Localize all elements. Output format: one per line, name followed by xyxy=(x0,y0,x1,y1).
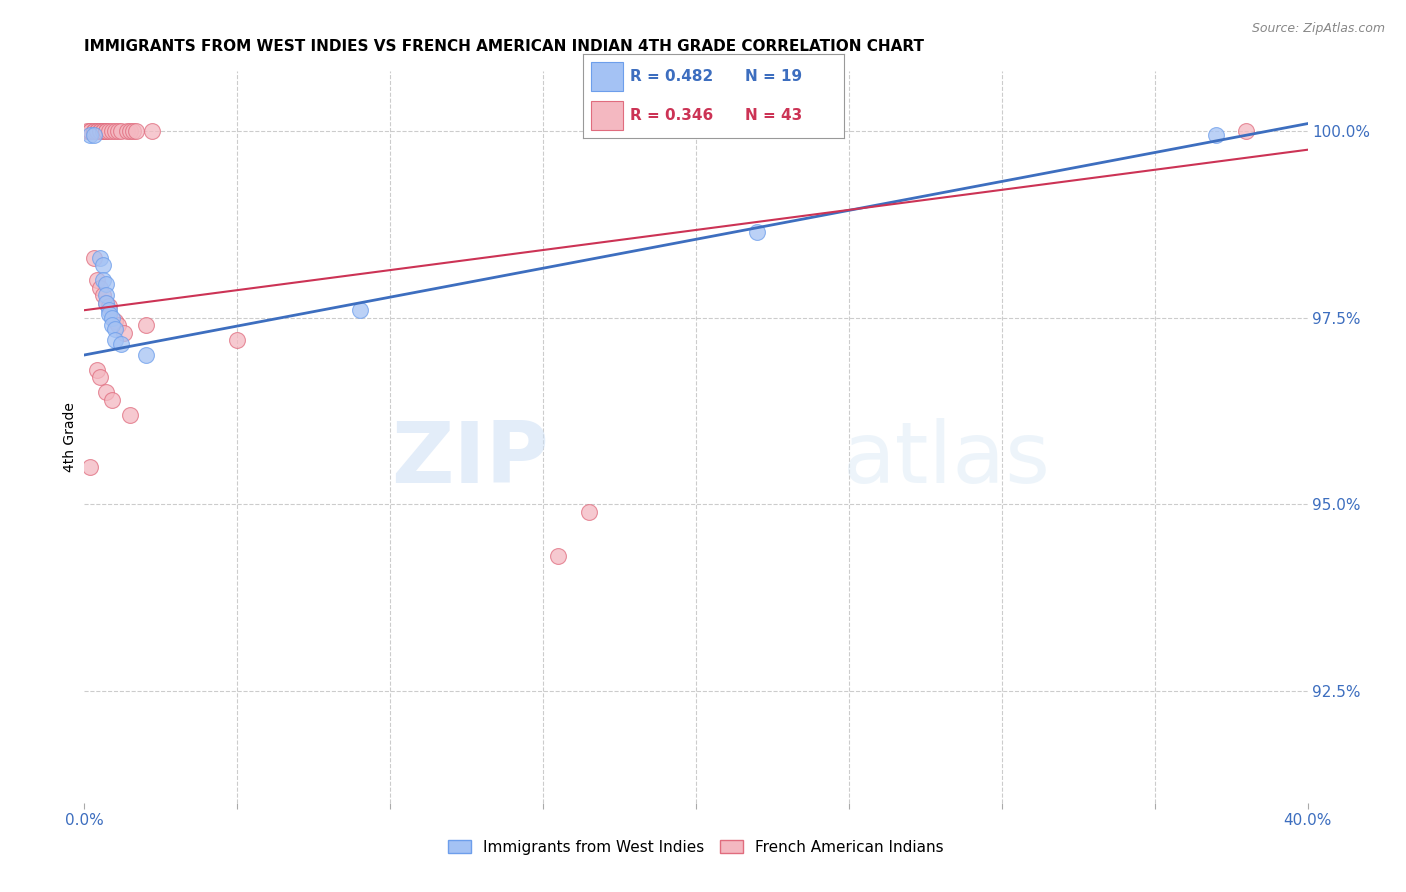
Point xyxy=(141,124,163,138)
Point xyxy=(86,363,108,377)
Point xyxy=(125,124,148,138)
Point xyxy=(79,128,101,142)
Point xyxy=(104,333,127,347)
Y-axis label: 4th Grade: 4th Grade xyxy=(63,402,77,472)
Text: N = 43: N = 43 xyxy=(745,108,801,123)
Point xyxy=(226,333,249,347)
Point xyxy=(110,336,132,351)
Point xyxy=(79,124,101,138)
Point xyxy=(1205,128,1227,142)
Point xyxy=(101,318,124,332)
Point xyxy=(122,124,145,138)
Point xyxy=(547,549,569,564)
Point xyxy=(349,303,371,318)
Point xyxy=(94,295,117,310)
Point xyxy=(135,318,157,332)
Point xyxy=(83,124,105,138)
Point xyxy=(104,322,127,336)
Text: atlas: atlas xyxy=(842,417,1050,500)
Point xyxy=(115,124,138,138)
Bar xyxy=(592,101,623,130)
Point xyxy=(97,303,120,318)
Point xyxy=(578,505,600,519)
Point xyxy=(86,124,108,138)
Point xyxy=(112,326,135,340)
Point xyxy=(1236,124,1258,138)
Point xyxy=(76,124,98,138)
Point xyxy=(104,124,127,138)
Point xyxy=(97,300,120,314)
Point xyxy=(86,124,108,138)
Point xyxy=(86,273,108,287)
Point xyxy=(94,277,117,291)
Point xyxy=(83,251,105,265)
Point xyxy=(94,295,117,310)
Point xyxy=(101,392,124,407)
Point xyxy=(97,307,120,321)
Point xyxy=(747,225,769,239)
Bar xyxy=(592,62,623,91)
Text: IMMIGRANTS FROM WEST INDIES VS FRENCH AMERICAN INDIAN 4TH GRADE CORRELATION CHAR: IMMIGRANTS FROM WEST INDIES VS FRENCH AM… xyxy=(84,38,924,54)
Point xyxy=(120,408,142,422)
Text: Source: ZipAtlas.com: Source: ZipAtlas.com xyxy=(1251,22,1385,36)
Point xyxy=(79,124,101,138)
Point xyxy=(94,288,117,302)
Text: N = 19: N = 19 xyxy=(745,69,801,84)
Point xyxy=(110,124,132,138)
Text: ZIP: ZIP xyxy=(391,417,550,500)
Point xyxy=(120,124,142,138)
Point xyxy=(89,124,111,138)
Point xyxy=(94,385,117,400)
Point xyxy=(89,370,111,384)
Point xyxy=(101,124,124,138)
Point xyxy=(91,124,114,138)
Point xyxy=(104,314,127,328)
Text: R = 0.346: R = 0.346 xyxy=(630,108,714,123)
Point xyxy=(79,459,101,474)
Point xyxy=(89,124,111,138)
Point xyxy=(91,259,114,273)
Point xyxy=(83,128,105,142)
Point xyxy=(107,124,129,138)
Point xyxy=(94,124,117,138)
Point xyxy=(107,318,129,332)
Point xyxy=(91,288,114,302)
Legend: Immigrants from West Indies, French American Indians: Immigrants from West Indies, French Amer… xyxy=(441,834,950,861)
Point xyxy=(135,348,157,362)
Point xyxy=(89,281,111,295)
Point xyxy=(101,310,124,325)
Text: R = 0.482: R = 0.482 xyxy=(630,69,714,84)
Point xyxy=(83,124,105,138)
Point xyxy=(91,124,114,138)
Point xyxy=(89,251,111,265)
Point xyxy=(97,124,120,138)
Point xyxy=(91,273,114,287)
Point xyxy=(94,124,117,138)
